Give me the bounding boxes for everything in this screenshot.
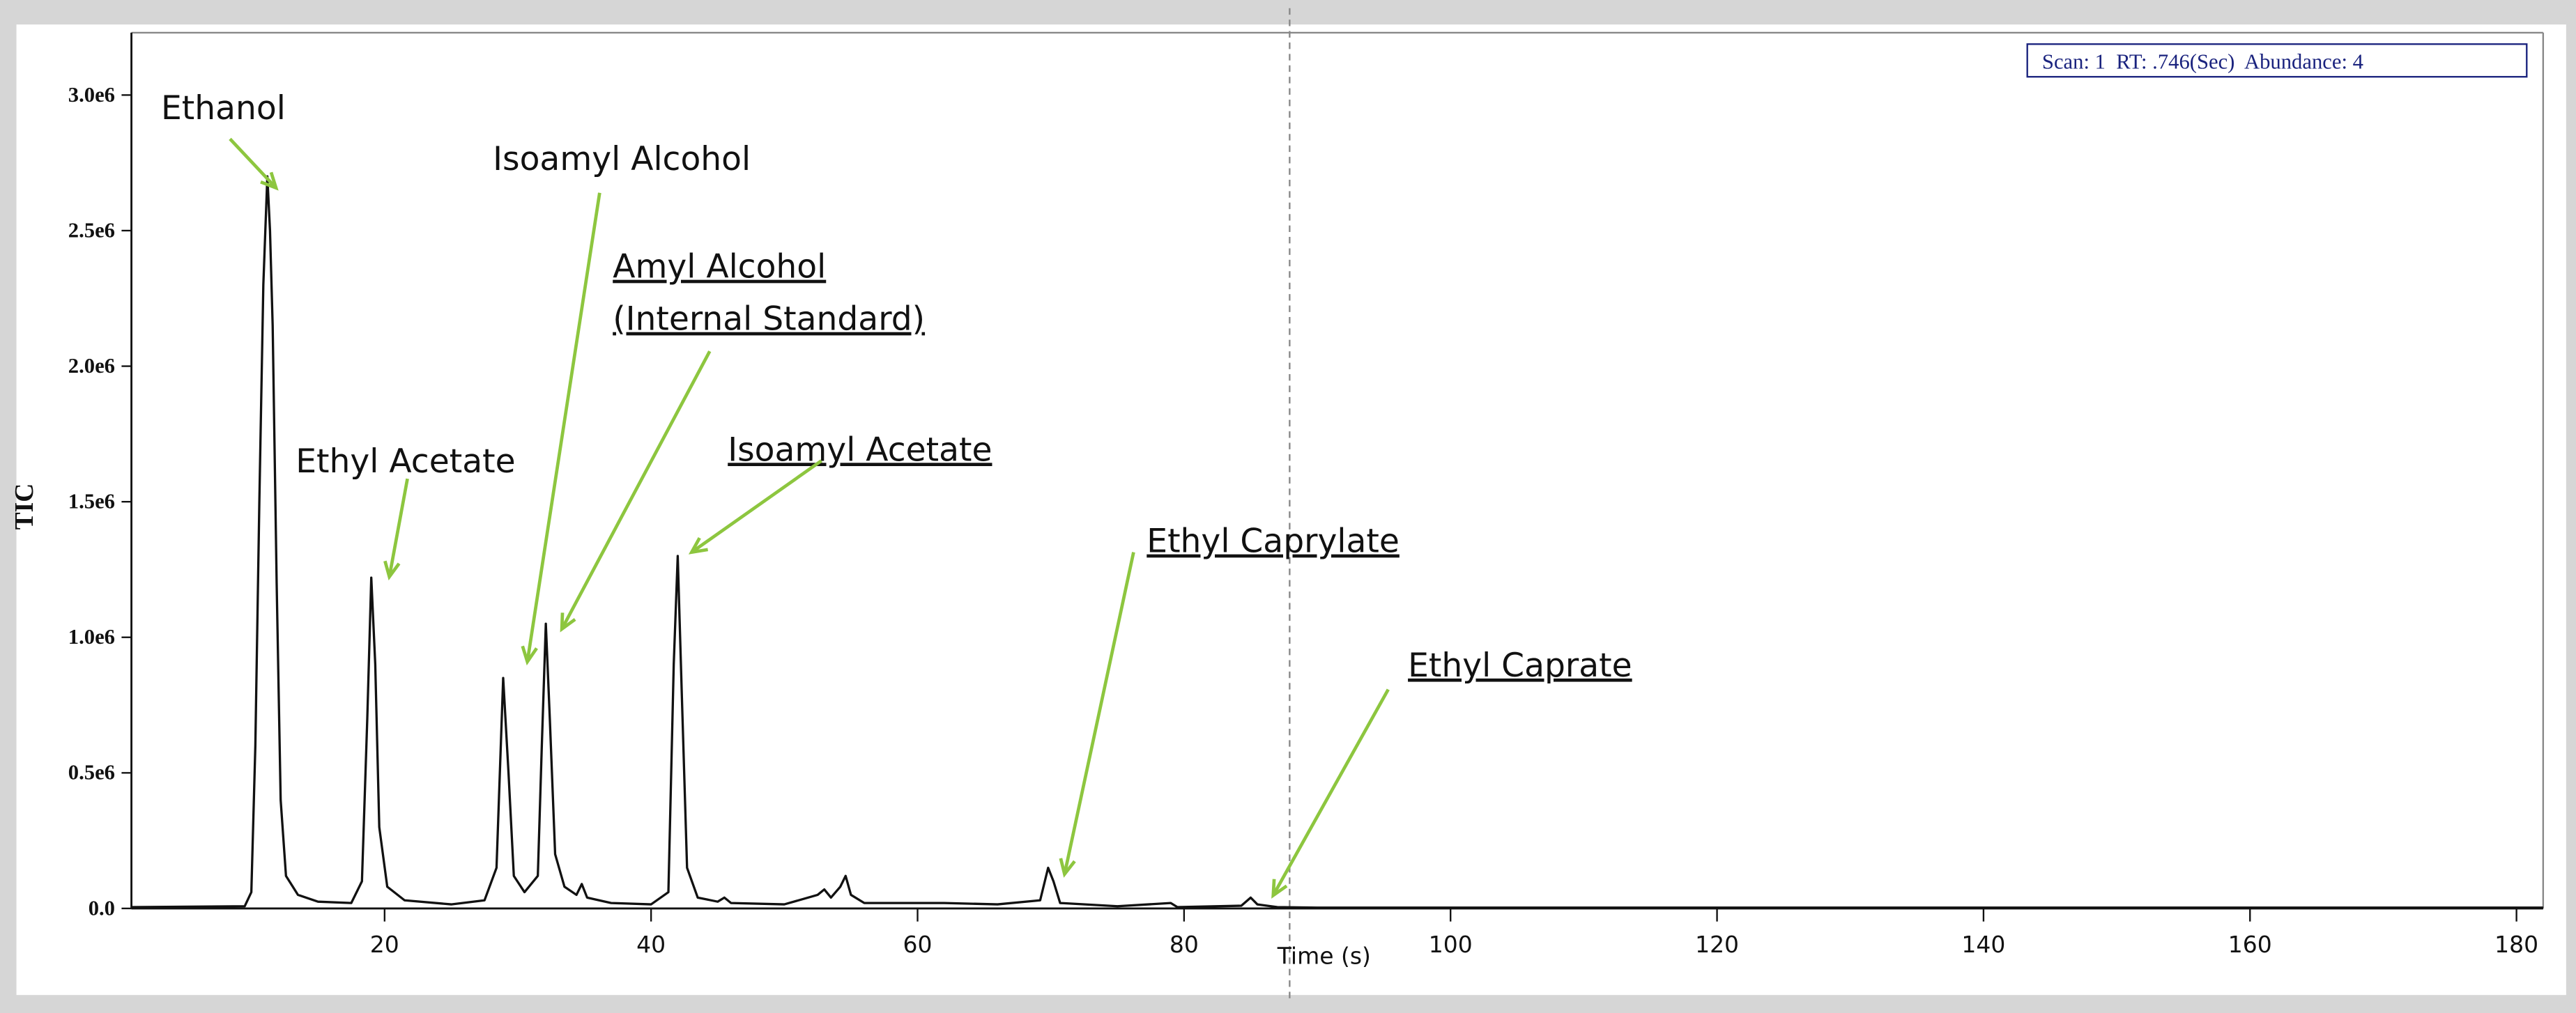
annotation-arrowhead xyxy=(1271,879,1288,899)
annotation-arrowhead xyxy=(1059,858,1076,878)
peak-label: Isoamyl Acetate xyxy=(728,431,992,469)
y-tick-label: 1.0e6 xyxy=(68,625,115,649)
peak-label: Amyl Alcohol xyxy=(613,248,826,286)
x-tick-label: 100 xyxy=(1429,931,1473,958)
x-axis-label: Time (s) xyxy=(1277,943,1371,970)
x-tick-label: 20 xyxy=(370,931,399,958)
y-tick-label: 1.5e6 xyxy=(68,490,115,513)
x-tick-label: 180 xyxy=(2494,931,2538,958)
annotation-arrow xyxy=(526,192,601,663)
annotation-arrow xyxy=(1063,552,1135,875)
x-tick-label: 120 xyxy=(1695,931,1739,958)
peak-label: Ethyl Caprate xyxy=(1408,647,1632,685)
y-tick-label: 3.0e6 xyxy=(68,83,115,107)
y-tick-label: 0.0 xyxy=(89,896,115,920)
annotation-arrow xyxy=(229,137,277,190)
y-tick-label: 2.0e6 xyxy=(68,354,115,378)
plot-panel xyxy=(16,24,2566,996)
chromatogram-line xyxy=(131,175,2543,909)
x-tick-label: 40 xyxy=(636,931,666,958)
x-tick-label: 60 xyxy=(903,931,933,958)
annotation-arrow xyxy=(690,459,822,554)
y-tick-label: 2.5e6 xyxy=(68,218,115,242)
x-tick-label: 160 xyxy=(2228,931,2272,958)
annotation-arrowhead xyxy=(688,536,708,555)
annotation-arrow xyxy=(560,350,712,630)
annotation-arrowhead xyxy=(560,612,576,633)
y-tick-label: 0.5e6 xyxy=(68,761,115,784)
peak-label: Ethanol xyxy=(161,89,286,127)
peak-label: Isoamyl Alcohol xyxy=(493,140,751,178)
peak-label: Ethyl Acetate xyxy=(296,442,515,481)
annotation-arrow xyxy=(1271,688,1390,897)
peak-label: (Internal Standard) xyxy=(613,300,925,339)
status-box xyxy=(2026,43,2528,78)
annotation-arrowhead xyxy=(260,171,279,191)
x-tick-label: 80 xyxy=(1170,931,1199,958)
annotation-arrow xyxy=(388,478,409,578)
annotation-arrowhead xyxy=(383,560,401,581)
annotation-arrowhead xyxy=(521,645,538,666)
peak-label: Ethyl Caprylate xyxy=(1147,523,1400,561)
status-text: Scan: 1 RT: .746(Sec) Abundance: 4 xyxy=(2042,50,2363,74)
x-tick-label: 140 xyxy=(1961,931,2005,958)
y-axis-label: TIC xyxy=(10,484,39,530)
